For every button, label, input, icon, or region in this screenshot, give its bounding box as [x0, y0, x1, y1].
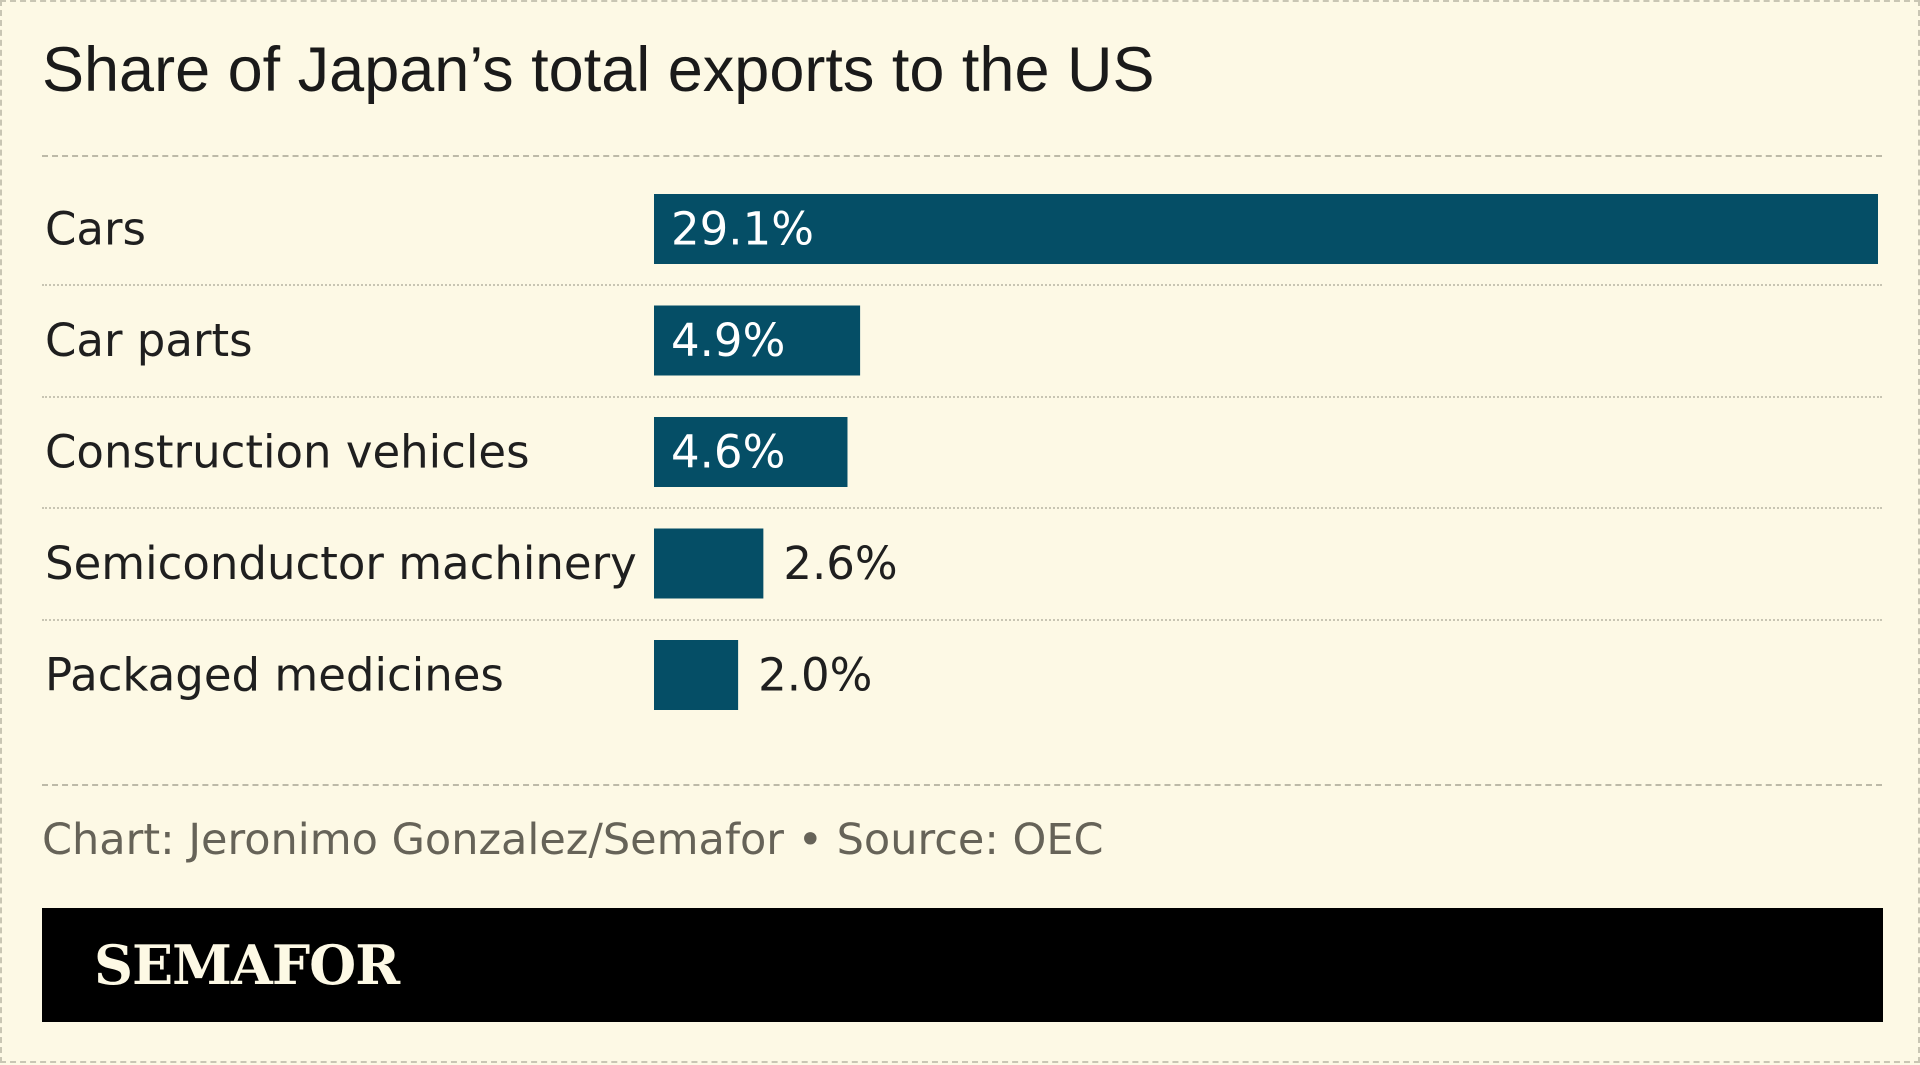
bar [654, 305, 861, 376]
chart-title: Share of Japan’s total exports to the US [42, 35, 1155, 105]
semafor-logo: SEMAFOR [94, 933, 400, 997]
category-label: Cars [45, 203, 146, 256]
value-label: 2.6% [783, 537, 897, 590]
row-divider [42, 396, 1882, 398]
bar [654, 417, 848, 487]
row-divider [42, 619, 1882, 621]
bar [654, 528, 764, 599]
footer-divider [42, 784, 1882, 786]
row-divider [42, 507, 1882, 509]
category-label: Semiconductor machinery [45, 537, 637, 590]
value-label: 4.9% [671, 314, 785, 367]
source-credit: Chart: Jeronimo Gonzalez/Semafor • Sourc… [42, 815, 1104, 865]
value-label: 29.1% [671, 203, 814, 256]
value-label: 2.0% [758, 649, 872, 702]
category-label: Car parts [45, 314, 253, 367]
title-divider [42, 155, 1882, 157]
brand-footer-bar: SEMAFOR [42, 908, 1883, 1022]
bar [654, 640, 739, 710]
value-label: 4.6% [671, 426, 785, 479]
bar [654, 194, 1878, 264]
category-label: Construction vehicles [45, 426, 530, 479]
category-label: Packaged medicines [45, 649, 504, 702]
row-divider [42, 284, 1882, 286]
